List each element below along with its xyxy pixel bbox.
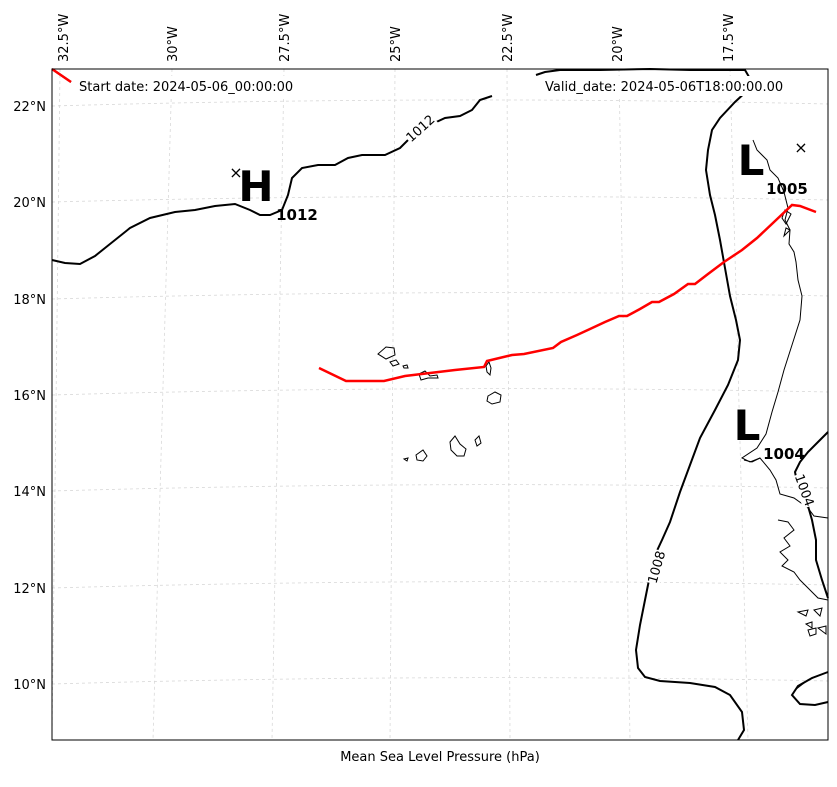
storm-track [318, 203, 817, 383]
island-sao-vicente [389, 359, 400, 367]
coastlines [377, 139, 829, 691]
pressure-centers: × H 1012 × L 1005 L 1004 [229, 136, 808, 463]
lat-label-10n: 10°N [13, 678, 46, 693]
graticule [51, 68, 829, 741]
lon-label-17-5w: 17.5°W [722, 14, 737, 62]
gambia-coast [777, 519, 829, 601]
island-sal [485, 360, 492, 377]
lon-label-25w: 25°W [389, 26, 404, 62]
meridian-22-5w [506, 68, 511, 741]
low-pressure-value-north: 1005 [766, 180, 808, 198]
meridian-25w [389, 68, 396, 741]
valid-date-caption: Valid_date: 2024-05-06T18:00:00.00 [545, 80, 783, 95]
meridian-30w [152, 68, 173, 741]
island-brava [402, 457, 409, 462]
lon-label-22-5w: 22.5°W [501, 14, 516, 62]
island-maio [474, 435, 482, 447]
lat-label-12n: 12°N [13, 582, 46, 597]
high-pressure-marker: × [229, 163, 242, 182]
lon-label-30w: 30°W [166, 26, 181, 62]
island-santo-antao [377, 346, 396, 360]
parallel-10n [51, 677, 829, 685]
x-axis-title: Mean Sea Level Pressure (hPa) [340, 750, 540, 765]
lon-label-32-5w: 32.5°W [57, 14, 72, 62]
lat-label-14n: 14°N [13, 485, 46, 500]
african-coastline [741, 139, 829, 519]
parallel-16n [51, 388, 829, 396]
island-santiago [449, 435, 467, 457]
meridian-17-5w [729, 68, 749, 741]
high-pressure-value: 1012 [276, 206, 318, 224]
lat-label-18n: 18°N [13, 293, 46, 308]
parallel-12n [51, 581, 829, 589]
contour-label-1008: 1008 [646, 549, 670, 585]
low-pressure-marker-north: × [794, 138, 807, 157]
dakar-peninsula [743, 457, 761, 463]
bijagos-islands [796, 607, 827, 637]
lat-label-20n: 20°N [13, 196, 46, 211]
meridian-20w [618, 68, 631, 741]
parallel-18n [51, 292, 829, 300]
lat-label-16n: 16°N [13, 389, 46, 404]
isobar-1008 [535, 67, 754, 741]
low-pressure-letter-north: L [738, 136, 765, 185]
meridian-27-5w [271, 68, 285, 741]
lat-label-22n: 22°N [13, 100, 46, 115]
low-pressure-value-south: 1004 [763, 445, 805, 463]
map-frame [51, 68, 829, 741]
island-boa-vista [486, 391, 502, 405]
island-fogo [415, 449, 428, 462]
isobar-bottom-right [790, 671, 829, 707]
high-pressure-letter: H [238, 162, 273, 211]
longitude-labels: 32.5°W 30°W 27.5°W 25°W 22.5°W 20°W 17.5… [57, 14, 737, 62]
latitude-labels: 22°N 20°N 18°N 16°N 14°N 12°N 10°N [13, 100, 46, 693]
lon-label-27-5w: 27.5°W [278, 14, 293, 62]
contour-label-1004: 1004 [791, 472, 816, 508]
meridian-32-5w [51, 68, 61, 741]
track-fragment-top-left [51, 67, 72, 84]
lon-label-20w: 20°W [611, 26, 626, 62]
western-sahara-inlet [781, 209, 792, 238]
low-pressure-letter-south: L [734, 401, 761, 450]
isobars [51, 67, 829, 741]
island-santa-luzia [402, 364, 409, 369]
start-date-caption: Start date: 2024-05-06_00:00:00 [79, 80, 293, 95]
parallel-22n [51, 99, 829, 107]
parallel-20n [51, 196, 829, 203]
island-sao-nicolau [418, 370, 439, 381]
parallel-14n [51, 484, 829, 492]
